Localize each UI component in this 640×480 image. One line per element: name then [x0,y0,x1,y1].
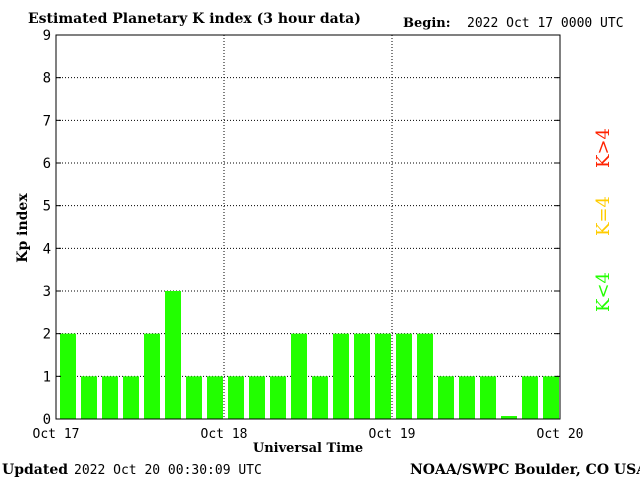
x-tick-label: Oct 19 [369,427,416,442]
kp-bar [480,376,496,419]
source-credit: NOAA/SWPC Boulder, CO USA [410,462,640,478]
kp-bar [207,376,223,419]
kp-bar [249,376,265,419]
x-axis-label: Universal Time [253,441,363,456]
y-tick-label: 1 [43,369,51,385]
kp-bar [228,376,244,419]
x-tick-label: Oct 18 [201,427,248,442]
bars [60,291,559,419]
kp-bar [144,333,160,419]
kp-bar [123,376,139,419]
kp-bar [291,333,307,419]
kp-bar [270,376,286,419]
kp-bar [165,291,181,419]
kp-bar [102,376,118,419]
y-tick-label: 6 [43,156,51,172]
updated-value: 2022 Oct 20 00:30:09 UTC [74,463,262,478]
kp-bar [186,376,202,419]
kp-bar [459,376,475,419]
kp-bar [354,333,370,419]
kp-bar [60,333,76,419]
kp-bar [522,376,538,419]
x-tick-label: Oct 17 [33,427,80,442]
kp-bar [543,376,559,419]
legend-mid: K=4 [593,196,614,236]
gridlines [56,35,560,419]
y-tick-label: 7 [43,113,51,129]
plot-border [55,34,561,420]
kp-bar [333,333,349,419]
legend-high: K>4 [593,128,614,168]
axis-ticks: 0 1 2 3 4 5 6 7 8 9 Oct 17 Oct 18 Oct 19 Oct 20 [33,28,584,442]
kp-bar [375,333,391,419]
y-tick-label: 8 [43,71,51,87]
y-tick-label: 2 [43,327,51,343]
kp-bar [312,376,328,419]
kp-bar [438,376,454,419]
kp-bar [417,333,433,419]
x-tick-label: Oct 20 [537,427,584,442]
y-tick-label: 9 [43,28,51,44]
y-axis-label: Kp index [15,193,31,263]
kp-bar [396,333,412,419]
y-tick-label: 3 [43,284,51,300]
y-tick-label: 4 [43,241,51,257]
chart-title: Estimated Planetary K index (3 hour data… [28,11,361,27]
begin-label: Begin: [403,16,451,31]
legend-low: K<4 [593,272,614,312]
kp-bar [81,376,97,419]
begin-value: 2022 Oct 17 0000 UTC [467,16,624,31]
kp-bar [501,416,517,419]
y-tick-label: 0 [43,412,51,428]
updated-label: Updated [2,462,68,478]
y-tick-label: 5 [43,199,51,215]
